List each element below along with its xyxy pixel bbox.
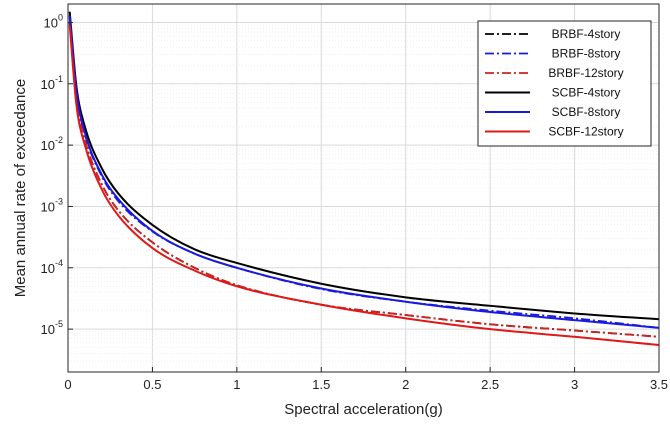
series-layer bbox=[68, 11, 660, 347]
y-tick-label: 10-5 bbox=[41, 319, 63, 337]
y-ticks: 10-5 10-4 10-3 10-2 10-1 100 bbox=[41, 12, 73, 337]
x-tick-label: 2 bbox=[402, 377, 409, 392]
legend-label: BRBF-4story bbox=[552, 27, 621, 41]
y-axis-title: Mean annual rate of exceedance bbox=[12, 79, 29, 298]
x-tick-label: 0.5 bbox=[143, 377, 161, 392]
legend-label: SCBF-8story bbox=[552, 105, 621, 119]
x-tick-label: 1 bbox=[233, 377, 240, 392]
x-tick-label: 0 bbox=[64, 377, 71, 392]
x-tick-label: 2.5 bbox=[481, 377, 499, 392]
y-tick-label: 10-2 bbox=[41, 135, 63, 153]
legend-label: BRBF-8story bbox=[552, 47, 621, 61]
legend-box bbox=[477, 20, 652, 147]
legend: BRBF-4story BRBF-8story BRBF-12story SCBF-4… bbox=[477, 20, 652, 147]
series-line-brbf-12story bbox=[68, 22, 660, 338]
y-tick-label: 10-4 bbox=[41, 258, 63, 276]
legend-label: SCBF-4story bbox=[552, 86, 621, 100]
plot-frame bbox=[67, 3, 660, 373]
x-ticks: 0 0.5 1 1.5 2 2.5 3 3.5 bbox=[64, 367, 668, 392]
x-axis-title: Spectral acceleration(g) bbox=[284, 401, 442, 418]
series-line-scbf-12story bbox=[68, 25, 660, 347]
x-tick-label: 1.5 bbox=[312, 377, 330, 392]
legend-label: BRBF-12story bbox=[548, 66, 623, 80]
series-line-scbf-8story bbox=[68, 15, 660, 329]
x-tick-label: 3 bbox=[571, 377, 578, 392]
legend-label: SCBF-12story bbox=[548, 125, 623, 139]
y-tick-label: 100 bbox=[44, 12, 63, 30]
y-tick-label: 10-1 bbox=[41, 74, 63, 92]
x-tick-label: 3.5 bbox=[650, 377, 668, 392]
series-line-scbf-4story bbox=[68, 11, 660, 321]
y-tick-label: 10-3 bbox=[41, 196, 63, 214]
